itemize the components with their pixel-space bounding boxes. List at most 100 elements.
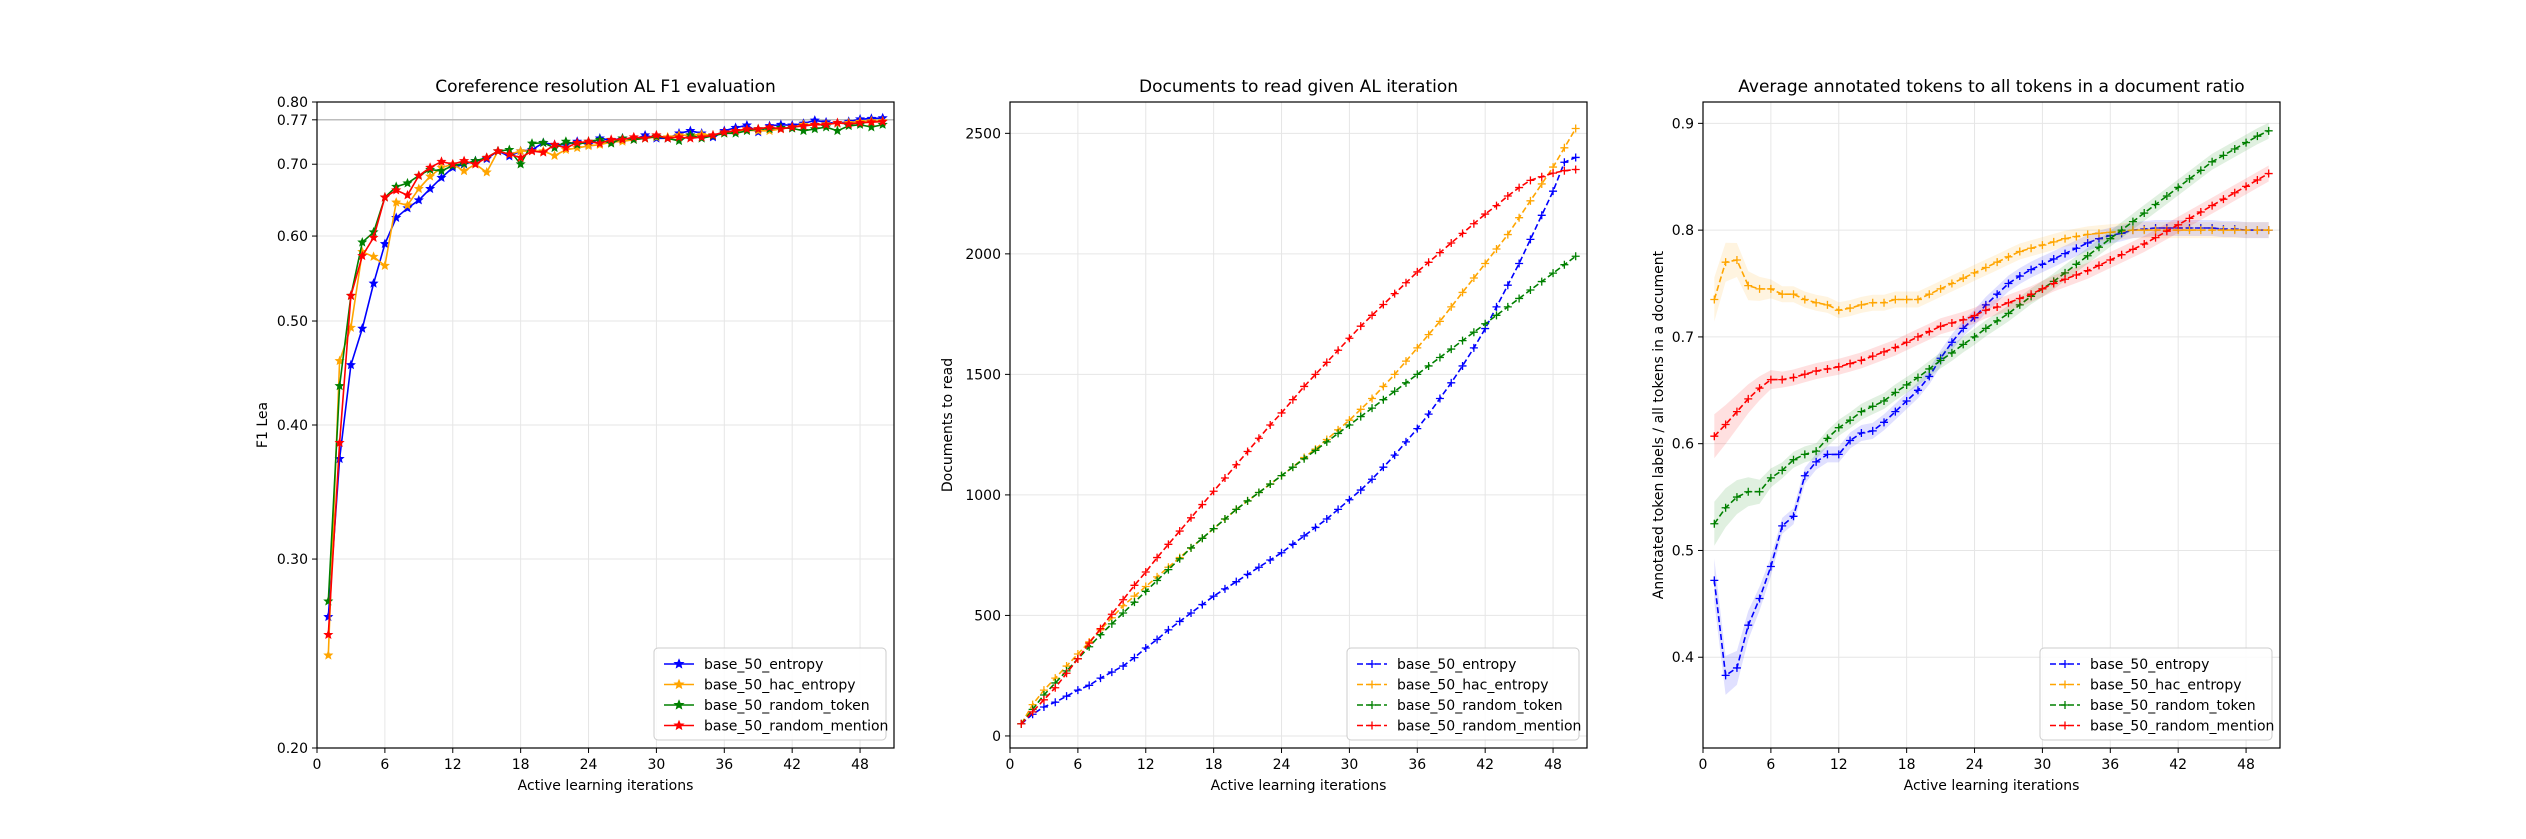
x-tick-label: 18	[1898, 757, 1916, 773]
data-point	[628, 131, 639, 142]
data-point	[2094, 261, 2103, 270]
data-point	[821, 119, 832, 129]
legend-box	[653, 647, 887, 741]
data-point	[1925, 327, 1934, 336]
data-point	[459, 165, 470, 176]
legend-item: base_50_random_mention	[1357, 719, 1581, 735]
data-point	[1458, 229, 1467, 238]
series-base_50_random_mention	[1017, 165, 1580, 728]
chart-title: Average annotated tokens to all tokens i…	[1738, 77, 2244, 97]
data-point	[1017, 719, 1026, 728]
data-point	[379, 192, 390, 202]
data-point	[1345, 334, 1354, 343]
data-point	[1277, 548, 1286, 557]
y-tick-label: 0.30	[277, 552, 308, 568]
data-point	[1141, 587, 1150, 596]
data-point	[730, 125, 741, 136]
data-point	[2061, 275, 2070, 284]
data-point	[594, 138, 605, 148]
data-point	[1469, 273, 1478, 282]
data-point	[1220, 584, 1229, 593]
data-point	[2242, 226, 2251, 235]
data-point	[1812, 298, 1821, 307]
data-point	[707, 129, 719, 140]
data-point	[572, 142, 583, 153]
data-point	[323, 629, 334, 640]
data-point	[1812, 447, 1821, 456]
data-point	[1732, 256, 1741, 265]
data-point	[1766, 375, 1775, 384]
data-point	[2140, 240, 2149, 249]
legend-label: base_50_hac_entropy	[1397, 678, 1549, 694]
legend-item: base_50_hac_entropy	[664, 678, 856, 694]
data-point	[515, 158, 526, 169]
data-point	[1710, 576, 1719, 585]
plot-area	[1017, 124, 1580, 728]
x-tick-label: 36	[2101, 757, 2119, 773]
data-point	[2185, 174, 2194, 183]
data-point	[2253, 175, 2262, 184]
data-point	[436, 165, 447, 176]
data-point	[1981, 306, 1990, 315]
data-point	[1857, 356, 1866, 365]
data-point	[1913, 373, 1922, 382]
data-point	[2242, 138, 2251, 147]
x-tick-label: 36	[1408, 757, 1426, 773]
x-tick-label: 24	[580, 757, 598, 773]
data-point	[1039, 695, 1048, 704]
data-point	[1721, 258, 1730, 267]
data-point	[753, 123, 764, 134]
y-tick-label: 0.9	[1672, 116, 1694, 132]
data-point	[1571, 153, 1580, 162]
y-tick-label: 0.70	[277, 157, 308, 173]
data-point	[606, 138, 617, 148]
data-point	[1959, 340, 1968, 349]
legend-label: base_50_entropy	[704, 657, 823, 673]
data-point	[1732, 663, 1741, 672]
legend-label: base_50_random_mention	[704, 719, 888, 735]
data-point	[2140, 226, 2149, 235]
data-point	[1424, 258, 1433, 267]
data-point	[1130, 581, 1139, 590]
confidence-band	[1714, 165, 2269, 459]
legend-item: base_50_random_token	[1357, 698, 1563, 714]
data-point	[1039, 703, 1048, 712]
data-point	[1503, 281, 1512, 290]
data-point	[1880, 298, 1889, 307]
legend-marker	[673, 719, 685, 731]
data-point	[425, 162, 436, 172]
data-point	[1526, 176, 1535, 185]
data-point	[877, 119, 888, 129]
data-point	[1062, 692, 1071, 701]
data-point	[2072, 232, 2081, 241]
data-point	[1744, 487, 1753, 496]
data-point	[2004, 309, 2013, 318]
data-point	[1288, 395, 1297, 404]
data-point	[1789, 512, 1798, 521]
data-point	[1164, 565, 1173, 574]
data-point	[1560, 143, 1569, 152]
data-point	[1254, 434, 1263, 443]
data-point	[1721, 503, 1730, 512]
data-point	[357, 323, 368, 333]
x-tick-label: 18	[1205, 757, 1223, 773]
y-tick-label: 0.5	[1672, 543, 1694, 559]
data-point	[1560, 158, 1569, 167]
data-point	[1970, 332, 1979, 341]
legend-marker	[2061, 721, 2069, 730]
legend-item: base_50_random_token	[664, 698, 870, 714]
data-point	[2094, 229, 2103, 238]
x-tick-label: 48	[2237, 757, 2255, 773]
series-line	[1020, 255, 1577, 725]
data-point	[1209, 487, 1218, 496]
series-base_50_random_token	[1710, 122, 2273, 546]
data-point	[1834, 306, 1843, 315]
x-tick-label: 42	[1476, 757, 1494, 773]
data-point	[1232, 460, 1241, 469]
y-tick-label: 0.77	[277, 113, 308, 129]
data-point	[1220, 515, 1229, 524]
data-point	[1209, 524, 1218, 533]
x-tick-label: 6	[1766, 757, 1775, 773]
data-point	[1755, 594, 1764, 603]
data-point	[413, 194, 424, 205]
